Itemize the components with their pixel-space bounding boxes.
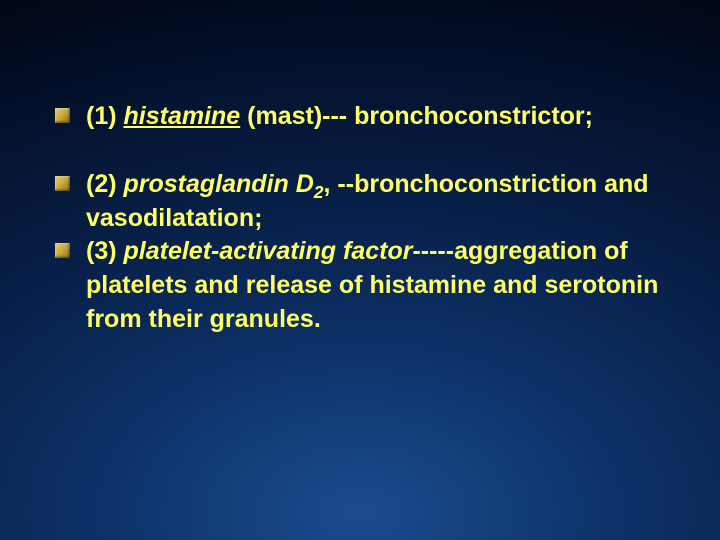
bullet-text: (3) platelet-activating factor-----aggre…	[86, 235, 680, 336]
bullet-text: (1) histamine (mast)--- bronchoconstrict…	[86, 100, 593, 134]
bullet-marker-icon	[55, 108, 70, 123]
bullet-marker-icon	[55, 176, 70, 191]
bullet-item: (1) histamine (mast)--- bronchoconstrict…	[55, 100, 680, 134]
bullet-marker-icon	[55, 243, 70, 258]
bullet-text: (2) prostaglandin D2, --bronchoconstrict…	[86, 168, 680, 236]
bullet-item: (3) platelet-activating factor-----aggre…	[55, 235, 680, 336]
bullet-item: (2) prostaglandin D2, --bronchoconstrict…	[55, 168, 680, 236]
slide-container: (1) histamine (mast)--- bronchoconstrict…	[0, 0, 720, 540]
